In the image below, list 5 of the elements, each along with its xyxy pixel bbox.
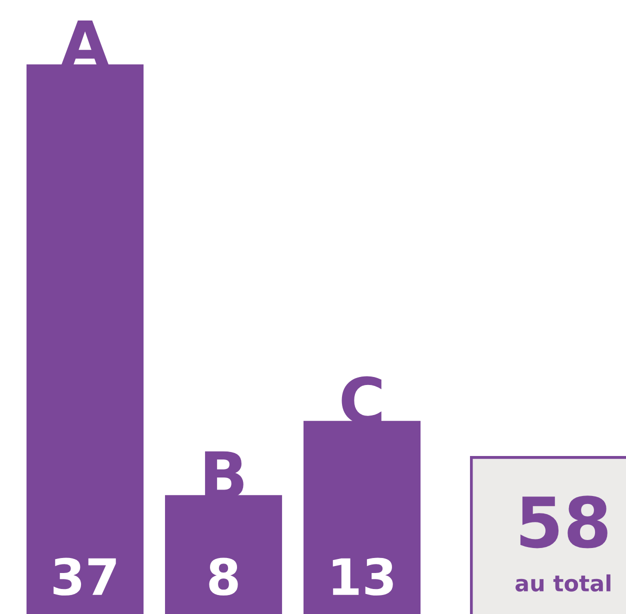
text: au total	[516, 574, 610, 592]
data-label: 13	[332, 558, 393, 596]
data-label: 8	[209, 558, 238, 596]
text: 58	[520, 496, 608, 548]
data-label: 37	[54, 558, 116, 596]
